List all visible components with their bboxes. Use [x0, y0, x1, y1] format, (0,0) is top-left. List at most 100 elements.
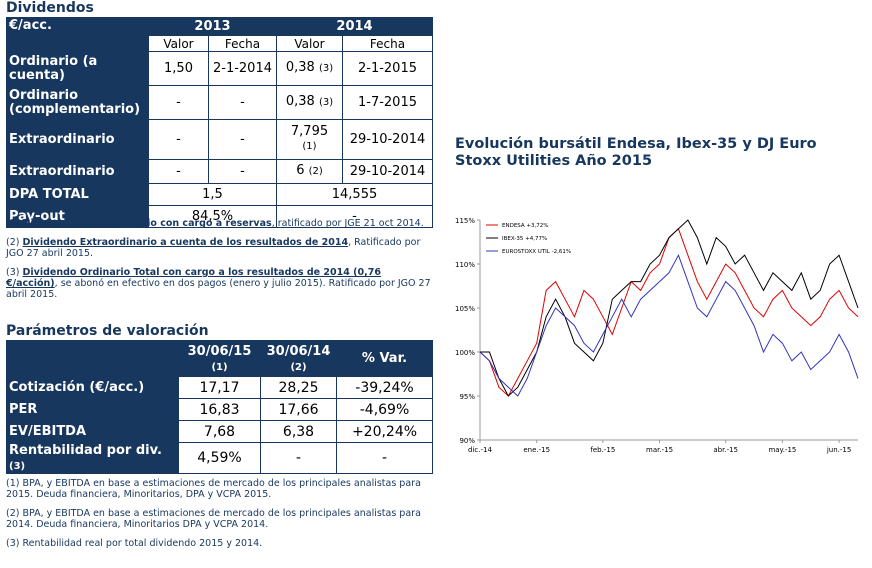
- cell: -: [276, 205, 433, 228]
- cell: 0,38 (3): [276, 85, 343, 120]
- row: Extraordinario - -7,795 (1) 29-10-2014: [6, 119, 433, 160]
- dividend-notes: (1) Dividendo Extraordinario con cargo a…: [6, 218, 431, 308]
- value: 7,795: [290, 124, 329, 139]
- row: Cotización (€/acc.) 17,17 28,25 -39,24%: [6, 376, 433, 399]
- cell: 17,66: [260, 398, 337, 421]
- note: (2) BPA, y EBITDA en base a estimaciones…: [6, 508, 421, 530]
- x-tick-label: feb.-15: [590, 446, 615, 454]
- row-label: Extraordinario: [6, 119, 149, 160]
- note: (1): [302, 141, 317, 152]
- x-tick-label: mar.-15: [646, 446, 673, 454]
- cell: -: [208, 159, 277, 184]
- note-text: , Ratificado por JGO 27 abril 2015.: [6, 237, 421, 259]
- note-link[interactable]: Dividendo Extraordinario con cargo a res…: [22, 218, 272, 229]
- note: (2): [308, 166, 323, 177]
- note-num: (1): [6, 218, 20, 229]
- row-label: Rentabilidad por div. (3): [6, 442, 179, 474]
- cell: 2-1-2015: [342, 51, 433, 86]
- row: Ordinario (a cuenta) 1,50 2-1-2014 0,38 (3)…: [6, 51, 433, 86]
- dividends-table: €/acc. 2013 2014 Valor Fecha Valor Fecha Or…: [6, 17, 433, 228]
- y-tick-label: 110%: [455, 261, 475, 269]
- x-tick-label: may.-15: [768, 446, 796, 454]
- y-tick-label: 115%: [455, 217, 475, 225]
- note: (3) Rentabilidad real por total dividend…: [6, 538, 263, 549]
- date-header: 30/06/15: [187, 343, 252, 359]
- legend-label: EUROSTOXX UTIL -2,61%: [502, 249, 571, 255]
- date-note: (1): [211, 361, 228, 373]
- note: (3): [318, 63, 334, 74]
- row: EV/EBITDA 7,68 6,38 +20,24%: [6, 420, 433, 443]
- cell: 0,38 (3): [276, 51, 343, 86]
- year: 2013: [148, 17, 277, 36]
- label: PER: [9, 402, 38, 417]
- total-row: Pay-out 84,5% -: [6, 205, 433, 228]
- subheader: Valor: [276, 35, 343, 52]
- cell: 1,50: [148, 51, 209, 86]
- row: Ordinario (complementario) - -0,38 (3) 1-7-…: [6, 85, 433, 120]
- chart-title: Evolución bursátil Endesa, Ibex-35 y DJ …: [455, 136, 817, 169]
- cell: -: [260, 442, 337, 474]
- y-tick-label: 95%: [459, 393, 475, 401]
- cell: -: [148, 119, 209, 160]
- cell: 16,83: [178, 398, 261, 421]
- cell: 1-7-2015: [342, 85, 433, 120]
- note-num: (3): [6, 267, 20, 278]
- cell: -: [208, 85, 277, 120]
- row: Rentabilidad por div. (3) 4,59% - -: [6, 442, 433, 474]
- note: (1) Dividendo Extraordinario con cargo a…: [6, 218, 431, 229]
- cell: 7,795 (1): [276, 119, 343, 160]
- note-text: , se abonó en efectivo en dos pagos (ene…: [6, 278, 431, 300]
- cell: -39,24%: [336, 376, 433, 399]
- value: 6: [296, 163, 305, 178]
- value: 0,38: [285, 94, 315, 109]
- cell: 84,5%: [148, 205, 277, 228]
- cell: +20,24%: [336, 420, 433, 443]
- note: (3) Dividendo Ordinario Total con cargo …: [6, 267, 431, 300]
- cell: 6,38: [260, 420, 337, 443]
- cell: 17,17: [178, 376, 261, 399]
- note-link[interactable]: Dividendo Extraordinario a cuenta de los…: [22, 237, 349, 248]
- row: PER 16,83 17,66 -4,69%: [6, 398, 433, 421]
- legend-label: ENDESA +3,72%: [502, 223, 548, 229]
- cell: -: [148, 159, 209, 184]
- cell: 1,5: [148, 183, 277, 206]
- x-tick-label: ene.-15: [523, 446, 550, 454]
- note-link[interactable]: Dividendo Ordinario Total con cargo a lo…: [6, 267, 381, 289]
- date-note: (2): [290, 361, 307, 373]
- cell: -: [208, 119, 277, 160]
- cell: -4,69%: [336, 398, 433, 421]
- section-title: Parámetros de valoración: [6, 323, 209, 339]
- subheader: Fecha: [208, 35, 277, 52]
- note-num: (2): [6, 237, 20, 248]
- cell: -: [148, 85, 209, 120]
- cell: 14,555: [276, 183, 433, 206]
- total-row: DPA TOTAL 1,5 14,555: [6, 183, 433, 206]
- y-tick-label: 100%: [455, 349, 475, 357]
- valuation-table: 30/06/15 (1) 30/06/14 (2) % Var. Cotizació…: [6, 340, 433, 474]
- series-line: [479, 253, 859, 397]
- var-header: % Var.: [336, 340, 433, 377]
- cell: 29-10-2014: [342, 119, 433, 160]
- note: (3): [9, 461, 26, 472]
- date-header: 30/06/14: [266, 343, 331, 359]
- legend-label: IBEX-35 +4,77%: [502, 236, 547, 242]
- section-title: Dividendos: [6, 0, 94, 16]
- label: Cotización (€/acc.): [9, 380, 145, 395]
- subheader: Valor: [148, 35, 209, 52]
- row-label: Extraordinario: [6, 159, 149, 184]
- row-label: Ordinario (complementario): [6, 85, 149, 120]
- note: (2) Dividendo Extraordinario a cuenta de…: [6, 237, 431, 259]
- note-text: , ratificado por JGE 21 oct 2014.: [271, 218, 424, 229]
- cell: 7,68: [178, 420, 261, 443]
- x-tick-label: dic.-14: [468, 446, 492, 454]
- unit: €/acc.: [6, 17, 149, 52]
- x-tick-label: abr.-15: [713, 446, 738, 454]
- row-label: PER: [6, 398, 179, 421]
- row: Extraordinario - -6 (2) 29-10-2014: [6, 159, 433, 184]
- cell: 28,25: [260, 376, 337, 399]
- note: (3): [318, 97, 334, 108]
- x-tick-label: jun.-15: [826, 446, 851, 454]
- cell: 29-10-2014: [342, 159, 433, 184]
- label: EV/EBITDA: [9, 424, 87, 439]
